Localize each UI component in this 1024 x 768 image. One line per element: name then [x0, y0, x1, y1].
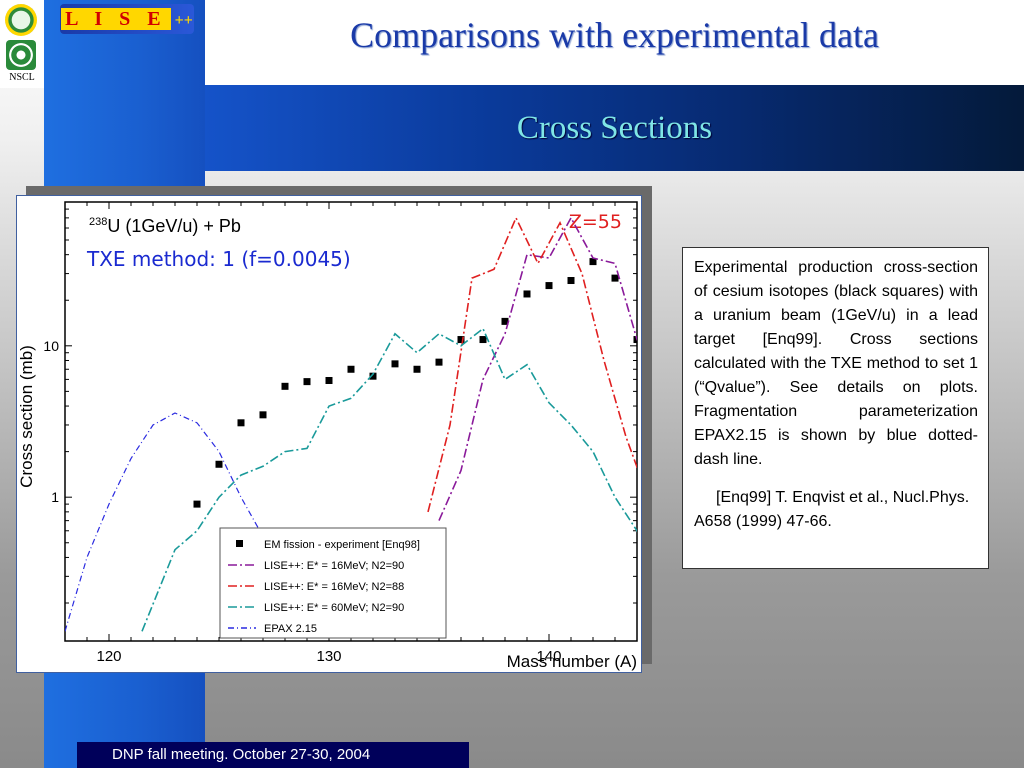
legend-label: EPAX 2.15 [264, 623, 317, 635]
reference-text: [Enq99] T. Enqvist et al., Nucl.Phys. A6… [694, 489, 970, 530]
subtitle-band [205, 85, 1024, 171]
data-point-square [611, 274, 619, 282]
nscl-logo-icon [6, 40, 36, 70]
data-point-square [457, 336, 465, 344]
legend-swatch-square [236, 540, 243, 547]
series-line-3 [141, 327, 637, 632]
legend-label: LISE++: E* = 16MeV; N2=88 [264, 581, 404, 593]
x-tick-label: 140 [536, 648, 561, 665]
data-point-square [435, 358, 443, 366]
data-point-square [501, 317, 509, 325]
data-point-square [523, 290, 531, 298]
data-point-square [259, 411, 267, 419]
y-axis-label: Cross section (mb) [17, 345, 36, 488]
chart-svg: 120 130 140 1 10 Mass number (A) Cross section… [17, 201, 638, 671]
legend-label: EM fission - experiment [Enq98] [264, 539, 420, 551]
title-background [205, 0, 1024, 85]
slide-subtitle: Cross Sections [516, 110, 713, 146]
x-tick-label: 130 [316, 648, 341, 665]
data-point-square [281, 382, 289, 390]
data-point-square [369, 372, 377, 380]
data-point-square [325, 376, 333, 384]
slide-title: Comparisons with experimental data [350, 15, 879, 55]
data-point-square [633, 336, 637, 344]
data-point-square [193, 500, 201, 508]
description-text: Experimental production cross-section of… [694, 259, 978, 468]
z-label: Z=55 [569, 211, 622, 233]
footer-text: DNP fall meeting. October 27-30, 2004 [112, 746, 371, 763]
series-line-4 [65, 412, 264, 632]
y-tick-label: 1 [51, 489, 59, 505]
lise-logo-text: L I S E [61, 8, 171, 30]
flnr-logo-icon [5, 4, 37, 36]
reaction-superscript: 238 [89, 216, 107, 228]
reaction-text: U (1GeV/u) + Pb [107, 216, 241, 236]
data-point-square [347, 365, 355, 373]
legend-label: LISE++: E* = 60MeV; N2=90 [264, 602, 404, 614]
cross-section-chart: 120 130 140 1 10 Mass number (A) Cross section… [16, 195, 642, 673]
method-label: TXE method: 1 (f=0.0045) [86, 247, 351, 271]
data-point-square [479, 336, 487, 344]
x-axis-label: Mass number (A) [507, 652, 637, 671]
lise-logo-plus: ++ [174, 12, 193, 29]
y-tick-label: 10 [43, 338, 59, 354]
data-point-square [589, 258, 597, 266]
data-point-square [237, 419, 245, 427]
data-point-square [545, 282, 553, 290]
footer-banner: DNP fall meeting. October 27-30, 2004 [77, 742, 469, 768]
data-point-square [215, 460, 223, 468]
series-group [65, 215, 637, 632]
data-point-square [567, 277, 575, 285]
legend-label: LISE++: E* = 16MeV; N2=90 [264, 560, 404, 572]
lise-logo: L I S E ++ [60, 4, 194, 34]
series-line-2 [427, 215, 637, 513]
data-point-square [391, 360, 399, 368]
nscl-logo-text: NSCL [9, 72, 35, 83]
x-tick-label: 120 [96, 648, 121, 665]
data-point-square [303, 378, 311, 386]
data-point-square [413, 365, 421, 373]
series-line-1 [438, 216, 637, 521]
logo-column: NSCL [0, 0, 44, 88]
legend-box [219, 527, 447, 639]
description-box: Experimental production cross-section of… [682, 247, 989, 569]
reaction-label: 238U (1GeV/u) + Pb [89, 216, 241, 236]
reference-line: [Enq99] T. Enqvist et al., Nucl.Phys. A6… [694, 486, 978, 534]
